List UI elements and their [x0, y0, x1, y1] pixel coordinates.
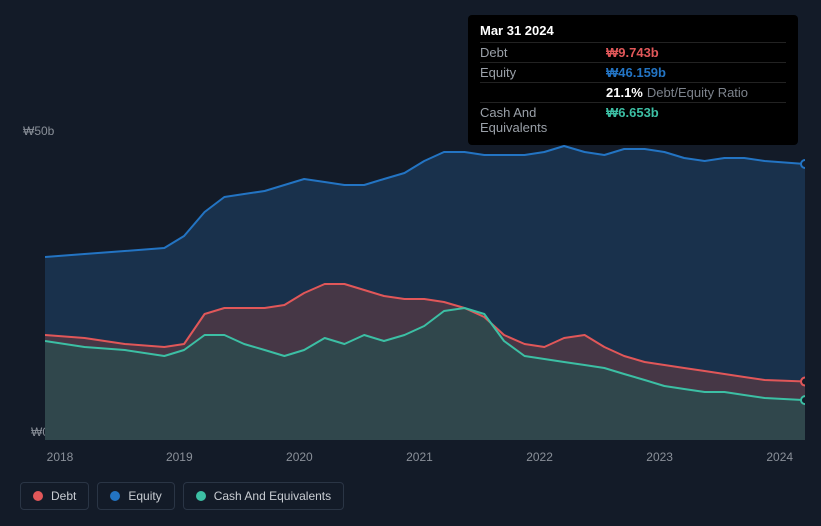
cash-swatch-icon [196, 491, 206, 501]
tooltip-row-value: ₩6.653b [606, 105, 659, 135]
tooltip-row-value: ₩9.743b [606, 45, 659, 60]
debt-swatch-icon [33, 491, 43, 501]
x-tick-2022: 2022 [526, 450, 553, 464]
x-tick-2019: 2019 [166, 450, 193, 464]
tooltip-row-label: Cash And Equivalents [480, 105, 606, 135]
equity-swatch-icon [110, 491, 120, 501]
tooltip-row-label: Equity [480, 65, 606, 80]
chart-legend: Debt Equity Cash And Equivalents [20, 482, 344, 510]
y-axis-label-top: ₩50b [23, 124, 54, 138]
tooltip-row-value: 21.1%Debt/Equity Ratio [606, 85, 748, 100]
legend-item-equity[interactable]: Equity [97, 482, 174, 510]
tooltip-row-label: Debt [480, 45, 606, 60]
tooltip-row: Debt₩9.743b [480, 42, 786, 62]
x-tick-2020: 2020 [286, 450, 313, 464]
legend-label: Equity [128, 489, 161, 503]
x-tick-2024: 2024 [766, 450, 793, 464]
tooltip-date: Mar 31 2024 [480, 23, 786, 38]
x-tick-2023: 2023 [646, 450, 673, 464]
tooltip-row: Equity₩46.159b [480, 62, 786, 82]
end-dot-debt [801, 378, 805, 386]
tooltip-row: 21.1%Debt/Equity Ratio [480, 82, 786, 102]
legend-item-cash[interactable]: Cash And Equivalents [183, 482, 344, 510]
tooltip-row-suffix: Debt/Equity Ratio [647, 85, 748, 100]
end-dot-cash [801, 396, 805, 404]
legend-item-debt[interactable]: Debt [20, 482, 89, 510]
legend-label: Debt [51, 489, 76, 503]
x-tick-2021: 2021 [406, 450, 433, 464]
legend-label: Cash And Equivalents [214, 489, 331, 503]
x-tick-2018: 2018 [47, 450, 74, 464]
tooltip-row-label [480, 85, 606, 100]
x-axis: 2018201920202021202220232024 [60, 450, 820, 470]
chart-plot-area[interactable] [45, 140, 805, 440]
tooltip-row-value: ₩46.159b [606, 65, 666, 80]
tooltip-row: Cash And Equivalents₩6.653b [480, 102, 786, 137]
end-dot-equity [801, 160, 805, 168]
chart-tooltip: Mar 31 2024 Debt₩9.743bEquity₩46.159b21.… [468, 15, 798, 145]
